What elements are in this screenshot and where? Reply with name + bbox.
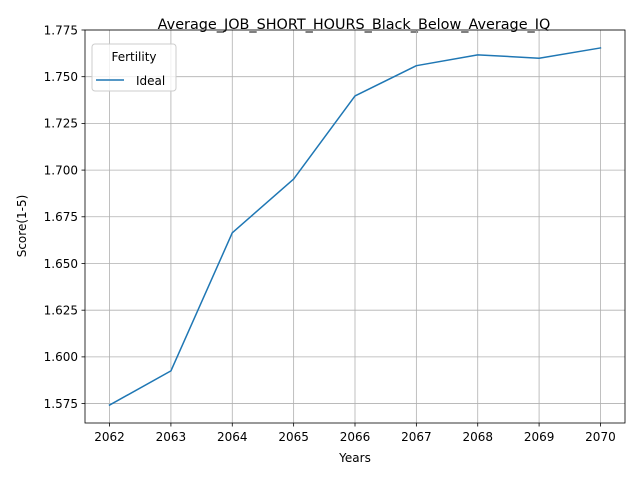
y-tick-label: 1.700 xyxy=(44,163,78,177)
x-axis-label: Years xyxy=(338,451,371,465)
x-tick-label: 2070 xyxy=(585,430,616,444)
legend-title: Fertility xyxy=(111,50,156,64)
grid xyxy=(85,29,625,423)
x-tick-label: 2067 xyxy=(401,430,432,444)
chart-title: Average_JOB_SHORT_HOURS_Black_Below_Aver… xyxy=(158,17,551,33)
x-tick-label: 2066 xyxy=(340,430,371,444)
legend: Fertility Ideal xyxy=(91,43,177,92)
x-tick-label: 2062 xyxy=(94,430,125,444)
y-tick-label: 1.675 xyxy=(44,210,78,224)
y-tick-label: 1.650 xyxy=(44,257,78,271)
y-tick-label: 1.600 xyxy=(44,350,78,364)
y-tick-label: 1.750 xyxy=(44,70,78,84)
y-tick-label: 1.575 xyxy=(44,397,78,411)
x-tick-label: 2069 xyxy=(524,430,555,444)
x-axis-ticks: 2062 2063 2064 2065 2066 2067 2068 2069 2070 xyxy=(94,423,616,444)
x-tick-label: 2063 xyxy=(156,430,187,444)
x-tick-label: 2064 xyxy=(217,430,248,444)
legend-label-ideal: Ideal xyxy=(136,74,165,88)
y-axis-label: Score(1-5) xyxy=(15,195,29,258)
series-group xyxy=(108,47,602,407)
y-tick-label: 1.725 xyxy=(44,117,78,131)
series-line-ideal xyxy=(108,47,602,407)
y-tick-label: 1.775 xyxy=(44,23,78,37)
y-axis-ticks: 1.575 1.600 1.625 1.650 1.675 1.700 1.725 1.750… xyxy=(44,23,85,411)
y-tick-label: 1.625 xyxy=(44,303,78,317)
x-tick-label: 2068 xyxy=(462,430,493,444)
x-tick-label: 2065 xyxy=(278,430,309,444)
